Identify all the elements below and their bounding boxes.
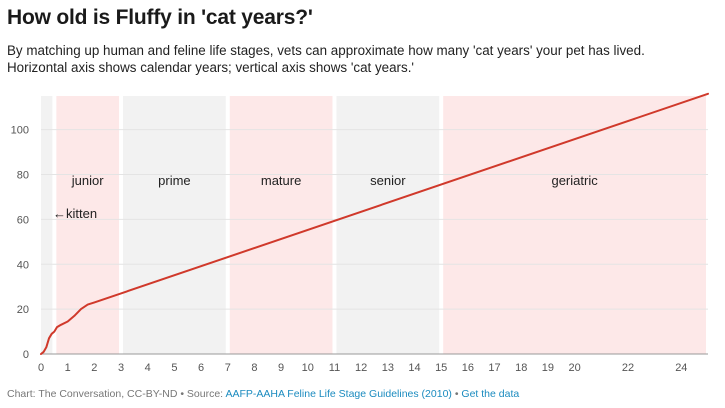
y-tick-label: 0 [23, 349, 29, 361]
x-tick-label: 12 [355, 362, 367, 374]
footer-separator-1: • Source: [177, 388, 226, 400]
x-axis-labels: 0 1 2 3 4 5 6 7 8 9 10 11 12 13 14 15 16 17 18 19 20 22 24 [38, 362, 688, 374]
x-tick-label: 10 [302, 362, 314, 374]
get-data-link[interactable]: Get the data [461, 388, 520, 400]
x-tick-label: 4 [145, 362, 151, 374]
x-tick-label: 13 [382, 362, 394, 374]
kitten-annotation: ←kitten [53, 206, 97, 221]
x-tick-label: 2 [91, 362, 97, 374]
y-tick-label: 80 [17, 170, 29, 182]
footer-credit: Chart: The Conversation, CC-BY-ND [7, 388, 178, 400]
subtitle-line-1: By matching up human and feline life sta… [7, 43, 645, 58]
x-tick-label: 15 [435, 362, 447, 374]
stage-labels: junior prime mature senior geriatric ←kitten [53, 173, 598, 221]
stage-label-junior: junior [71, 173, 104, 188]
x-tick-label: 24 [675, 362, 687, 374]
x-tick-label: 19 [542, 362, 554, 374]
footer-separator-2: • [451, 388, 462, 400]
x-tick-label: 5 [171, 362, 177, 374]
stage-band-junior [56, 96, 120, 354]
x-tick-label: 9 [278, 362, 284, 374]
stage-band-prime [123, 96, 226, 354]
x-tick-label: 8 [251, 362, 257, 374]
stage-band-geriatric [443, 96, 706, 354]
y-tick-label: 40 [17, 259, 29, 271]
stage-label-geriatric: geriatric [551, 173, 598, 188]
stage-label-senior: senior [370, 173, 406, 188]
x-tick-label: 14 [408, 362, 420, 374]
x-tick-label: 16 [462, 362, 474, 374]
x-tick-label: 18 [515, 362, 527, 374]
series-line-0 [40, 92, 709, 355]
subtitle-line-2: Horizontal axis shows calendar years; ve… [7, 60, 414, 75]
x-tick-label: 20 [568, 362, 580, 374]
x-tick-label: 7 [225, 362, 231, 374]
y-tick-label: 60 [17, 214, 29, 226]
x-tick-label: 6 [198, 362, 204, 374]
x-tick-label: 17 [488, 362, 500, 374]
x-tick-label: 0 [38, 362, 44, 374]
stage-label-prime: prime [158, 173, 191, 188]
y-axis-labels: 0 20 40 60 80 100 [11, 125, 29, 361]
y-tick-label: 20 [17, 304, 29, 316]
series-group [40, 92, 709, 355]
chart-title: How old is Fluffy in 'cat years?' [7, 6, 313, 29]
x-tick-label: 22 [622, 362, 634, 374]
chart-footer: Chart: The Conversation, CC-BY-ND • Sour… [7, 388, 519, 400]
life-stage-bands [41, 96, 706, 354]
stage-label-mature: mature [261, 173, 301, 188]
gridlines [41, 129, 708, 355]
x-tick-label: 3 [118, 362, 124, 374]
source-link[interactable]: AAFP-AAHA Feline Life Stage Guidelines (… [225, 388, 452, 400]
stage-band-senior [336, 96, 440, 354]
y-tick-label: 100 [11, 125, 29, 137]
stage-band-kitten [41, 96, 53, 354]
stage-band-mature [229, 96, 333, 354]
chart-subtitle: By matching up human and feline life sta… [7, 42, 719, 76]
x-tick-label: 1 [65, 362, 71, 374]
x-tick-label: 11 [329, 362, 340, 374]
